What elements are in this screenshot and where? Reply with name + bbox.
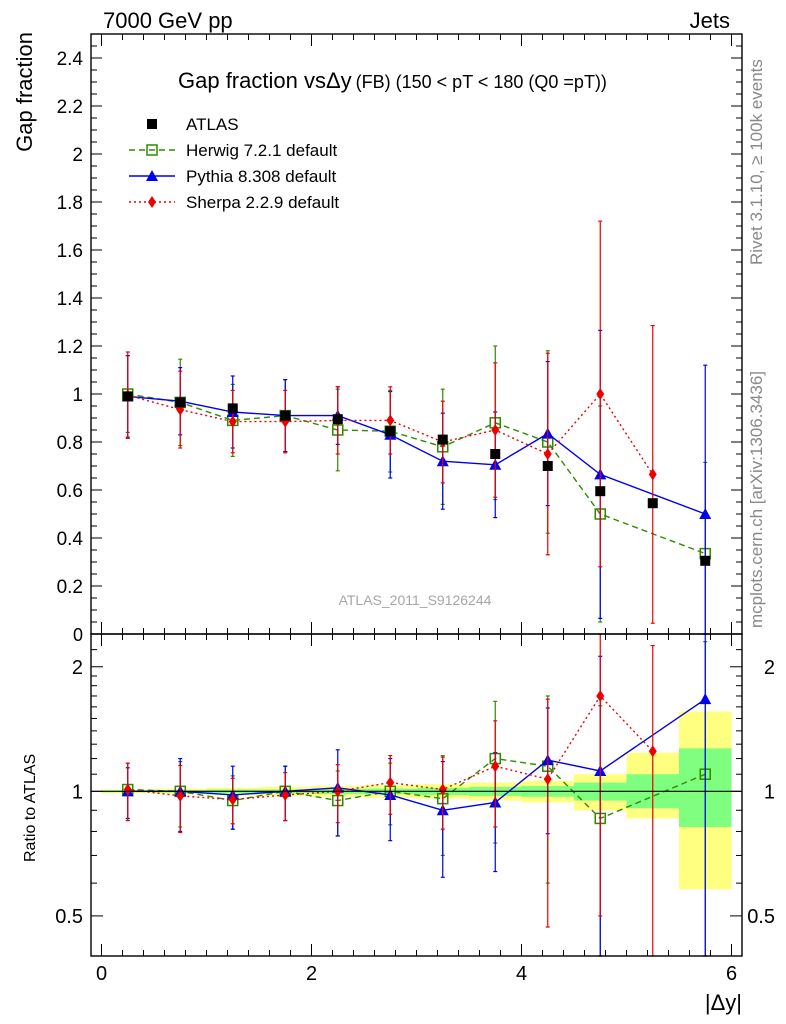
y-tick-label-ratio-right: 0.5 bbox=[747, 906, 775, 928]
y-tick-label-ratio: 2 bbox=[72, 657, 83, 679]
y-tick-label-ratio-right: 1 bbox=[764, 781, 775, 803]
y-tick-label-main: 1.2 bbox=[57, 337, 83, 358]
ratio-point-sherpa bbox=[543, 773, 552, 786]
legend-label-pythia: Pythia 8.308 default bbox=[186, 167, 337, 186]
point-sherpa bbox=[543, 448, 552, 460]
point-sherpa bbox=[491, 424, 500, 436]
y-tick-label-main: 2.4 bbox=[57, 49, 84, 70]
series-sherpa bbox=[123, 220, 657, 624]
point-data bbox=[595, 486, 606, 497]
y-tick-label-ratio: 0.5 bbox=[55, 906, 83, 928]
analysis-label: ATLAS_2011_S9126244 bbox=[339, 592, 492, 608]
point-data bbox=[332, 414, 343, 425]
legend-marker-data bbox=[147, 119, 157, 129]
x-axis-title: |Δy| bbox=[705, 990, 742, 1015]
ratio-point-sherpa bbox=[491, 760, 500, 773]
ratio-point-sherpa bbox=[386, 776, 395, 789]
header-left: 7000 GeV pp bbox=[103, 8, 233, 33]
y-tick-label-main: 0.4 bbox=[57, 529, 84, 550]
y-tick-label-main: 2.2 bbox=[57, 97, 83, 118]
ratio-point-sherpa bbox=[228, 793, 237, 806]
point-data bbox=[227, 403, 238, 414]
y-axis-title-ratio: Ratio to ATLAS bbox=[22, 754, 39, 862]
y-tick-label-main: 0.8 bbox=[57, 433, 83, 454]
mcplots-label: mcplots.cern.ch [arXiv:1306.3436] bbox=[747, 371, 766, 628]
y-tick-label-main: 1.8 bbox=[57, 193, 83, 214]
ratio-point-sherpa bbox=[648, 745, 657, 758]
y-tick-label-main: 2 bbox=[72, 145, 83, 166]
y-axis-title-main: Gap fraction bbox=[12, 32, 37, 152]
point-data bbox=[385, 426, 396, 437]
y-tick-label-main: 0.2 bbox=[57, 577, 83, 598]
y-tick-label-main: 0 bbox=[73, 625, 83, 645]
ratio-point-sherpa bbox=[281, 788, 290, 801]
series-layer bbox=[121, 220, 712, 957]
ratio-point-sherpa bbox=[176, 789, 185, 802]
ratio-series-sherpa bbox=[123, 633, 657, 957]
legend-marker-pythia bbox=[146, 170, 158, 181]
legend-label-herwig: Herwig 7.2.1 default bbox=[186, 141, 337, 160]
x-tick-label: 2 bbox=[306, 963, 317, 985]
header-right: Jets bbox=[690, 8, 730, 33]
x-tick-label: 6 bbox=[726, 963, 737, 985]
y-tick-label-ratio: 1 bbox=[72, 781, 83, 803]
ratio-point-sherpa bbox=[596, 689, 605, 702]
point-data bbox=[122, 391, 133, 402]
x-tick-label: 4 bbox=[516, 963, 527, 985]
series-line-pythia bbox=[127, 395, 706, 515]
point-data bbox=[700, 555, 711, 566]
plot-title: Gap fraction vsΔy (FB) (150 < pT < 180 (Q… bbox=[178, 68, 607, 93]
y-tick-label-main: 1.4 bbox=[57, 289, 84, 310]
legend-marker-sherpa bbox=[148, 196, 156, 208]
series-data bbox=[122, 391, 711, 566]
ratio-uncertainty-bands bbox=[101, 711, 732, 890]
point-pythia bbox=[699, 508, 712, 519]
point-data bbox=[175, 397, 186, 408]
legend-label-sherpa: Sherpa 2.2.9 default bbox=[186, 193, 339, 212]
point-sherpa bbox=[596, 388, 605, 400]
legend-marker-herwig bbox=[146, 144, 158, 156]
axes-layer: 0 0.2 0.4 0.6 0.8 1 1.2 1.4 1.6 1.8 2 2.2 2.4 0 2 4 6 0.5… bbox=[55, 33, 775, 985]
series-pythia bbox=[121, 329, 712, 635]
point-data bbox=[647, 498, 658, 509]
rivet-label: Rivet 3.1.10, ≥ 100k events bbox=[747, 59, 766, 265]
point-data bbox=[490, 449, 501, 459]
series-herwig bbox=[122, 345, 711, 635]
x-tick-label: 0 bbox=[96, 963, 107, 985]
legend: ATLAS Herwig 7.2.1 default Pythia 8.308 de… bbox=[129, 115, 339, 212]
point-data bbox=[437, 434, 448, 445]
y-tick-label-main: 1 bbox=[72, 385, 83, 406]
point-sherpa bbox=[228, 415, 237, 428]
point-data bbox=[542, 461, 553, 471]
ratio-line-sherpa bbox=[127, 694, 654, 801]
plot-title-main: Gap fraction vsΔy bbox=[178, 68, 352, 93]
plot-title-suffix: (FB) (150 < pT < 180 (Q0 =pT)) bbox=[356, 72, 607, 92]
ratio-point-sherpa bbox=[438, 783, 447, 796]
series-line-herwig bbox=[127, 393, 706, 555]
ratio-point-sherpa bbox=[123, 783, 132, 796]
ratio-point-pythia bbox=[699, 693, 712, 705]
legend-label-data: ATLAS bbox=[186, 115, 239, 134]
point-data bbox=[280, 410, 291, 421]
point-sherpa bbox=[648, 468, 657, 481]
y-tick-label-main: 0.6 bbox=[57, 481, 83, 502]
y-tick-label-ratio-right: 2 bbox=[764, 657, 775, 679]
point-sherpa bbox=[386, 414, 395, 427]
y-tick-label-main: 1.6 bbox=[57, 241, 83, 262]
